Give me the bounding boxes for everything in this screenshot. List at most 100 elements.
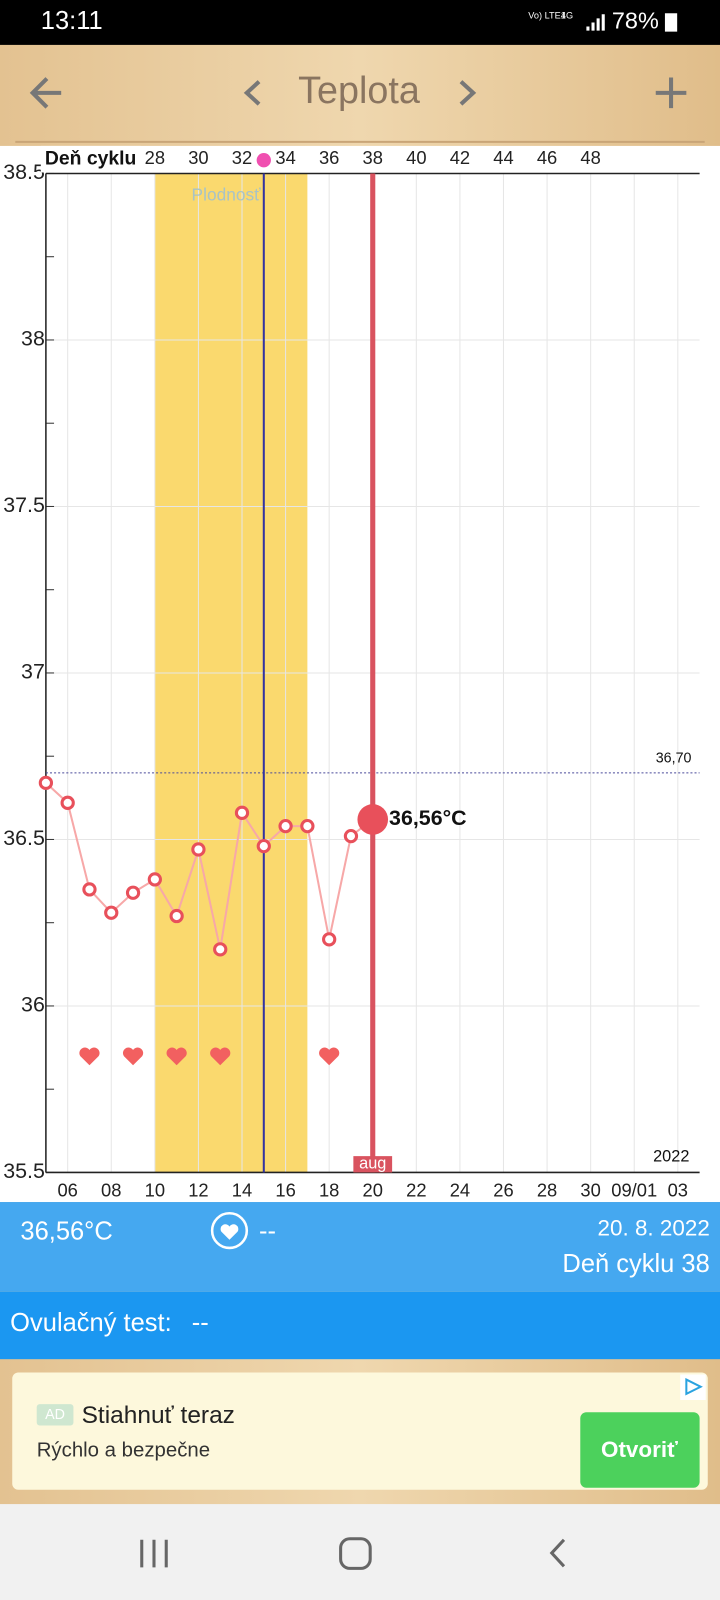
ovulation-marker [256, 153, 271, 168]
ad-badge: AD [45, 1407, 65, 1423]
ovulation-test-value: -- [192, 1309, 209, 1337]
temperature-point [278, 818, 293, 834]
ad-badge-bg [36, 1404, 74, 1426]
chart-area [0, 145, 720, 1203]
y-tick-label: 36 [21, 993, 45, 1017]
y-tick-label: 37 [21, 660, 45, 684]
x2-tick-label: 10 [145, 1180, 165, 1201]
next-button[interactable] [459, 80, 477, 106]
temperature-point [82, 882, 97, 897]
reference-label: 36,70 [656, 750, 692, 766]
intercourse-heart [79, 1047, 100, 1066]
signal-icon [586, 14, 605, 31]
x2-tick-label: 18 [319, 1180, 339, 1201]
y-tick-label: 38.5 [3, 160, 45, 184]
time: 13:11 [41, 7, 103, 35]
x2-tick-label: 12 [188, 1180, 208, 1201]
y-tick-label: 36.5 [3, 826, 45, 850]
x2-tick-label: 20 [363, 1180, 383, 1201]
ovulation-test-label: Ovulačný test: [10, 1309, 172, 1337]
back-button[interactable] [29, 77, 62, 109]
temperature-point [60, 795, 75, 810]
ad-title: Stiahnuť teraz [82, 1402, 235, 1429]
x2-tick-label: 28 [537, 1180, 557, 1201]
x2-tick-label: 08 [101, 1180, 121, 1201]
x-tick-label: 44 [493, 147, 513, 168]
x-tick-label: 30 [188, 147, 208, 168]
x-tick-label: 28 [145, 147, 165, 168]
info-date: 20. 8. 2022 [598, 1216, 710, 1241]
temperature-point [234, 805, 250, 820]
ad-button[interactable] [580, 1412, 700, 1488]
info-panel [0, 1202, 720, 1292]
heart-button[interactable] [210, 1211, 249, 1250]
ad-banner[interactable] [12, 1372, 708, 1490]
recents-button[interactable] [140, 1539, 168, 1568]
intercourse-heart [210, 1047, 231, 1066]
temperature-point [169, 908, 184, 924]
temperature-point [322, 932, 337, 947]
y-tick-label: 35.5 [3, 1159, 45, 1183]
temperature-point [256, 838, 271, 854]
battery-icon [664, 13, 678, 32]
ad-choices[interactable] [680, 1374, 706, 1400]
nav-back-button[interactable] [549, 1538, 566, 1568]
screen-title: Teplota [298, 69, 420, 111]
temperature-point [38, 775, 54, 790]
home-button[interactable] [339, 1537, 372, 1570]
info-intercourse: -- [259, 1217, 276, 1245]
temperature-point [125, 885, 141, 900]
y-tick-label: 38 [21, 327, 45, 351]
ad-button-label: Otvoriť [601, 1437, 678, 1462]
x-axis-label-bg [40, 145, 141, 173]
x-tick-label: 34 [275, 147, 295, 168]
network: Vo) LTE1 [528, 11, 566, 21]
x-tick-label: 36 [319, 147, 339, 168]
x2-tick-label: 09/01 [611, 1180, 657, 1201]
x-axis-label: Deň cyklu [45, 147, 137, 169]
x-tick-label: 38 [363, 147, 383, 168]
month-label: aug [359, 1155, 386, 1173]
prev-button[interactable] [243, 80, 261, 106]
temperature-point [147, 872, 162, 887]
x2-tick-label: 26 [493, 1180, 513, 1201]
year-label: 2022 [653, 1147, 689, 1165]
current-label: 36,56°C [389, 806, 467, 830]
heart-icon [220, 1224, 239, 1240]
y-tick-label: 37.5 [3, 493, 45, 517]
x2-tick-label: 16 [275, 1180, 295, 1201]
nav-bar [0, 1504, 720, 1600]
ovulation-test-bar[interactable] [0, 1291, 720, 1360]
x2-tick-label: 06 [57, 1180, 77, 1201]
status-bar [0, 0, 720, 45]
x2-tick-label: 24 [450, 1180, 470, 1201]
intercourse-heart [319, 1047, 340, 1066]
x-tick-label: 48 [580, 147, 600, 168]
ad-subtitle: Rýchlo a bezpečne [37, 1439, 210, 1461]
temperature-point [104, 905, 119, 920]
x-tick-label: 32 [232, 147, 252, 168]
info-cycle-day: Deň cyklu 38 [562, 1250, 709, 1278]
temperature-point [343, 828, 359, 844]
temperature-point [191, 842, 206, 857]
x-tick-label: 46 [537, 147, 557, 168]
ad-choices-icon [685, 1377, 703, 1396]
temperature-line [45, 782, 374, 950]
x2-tick-label: 14 [232, 1180, 252, 1201]
x2-tick-label: 30 [580, 1180, 600, 1201]
intercourse-heart [122, 1047, 144, 1066]
intercourse-heart [166, 1047, 187, 1066]
x2-tick-label: 22 [406, 1180, 426, 1201]
network-type: 4G [561, 11, 573, 21]
fertile-label: Plodnosť [192, 184, 262, 204]
info-temperature: 36,56°C [20, 1217, 112, 1245]
battery: 78% [612, 8, 659, 34]
current-point [357, 804, 389, 835]
x2-tick-label: 03 [668, 1180, 688, 1201]
temperature-point [300, 818, 315, 834]
x-tick-label: 40 [406, 147, 426, 168]
add-button[interactable] [655, 77, 687, 109]
